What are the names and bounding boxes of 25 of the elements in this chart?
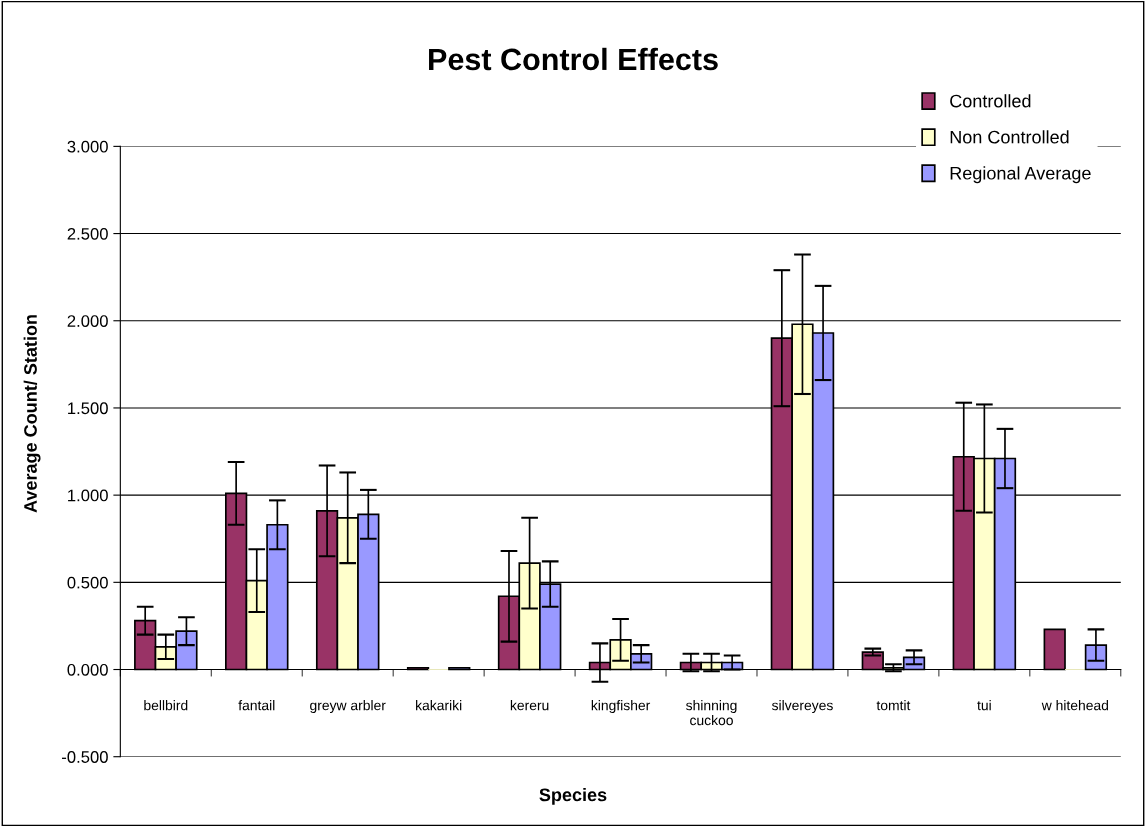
- legend-label: Non Controlled: [950, 130, 1069, 144]
- x-tick-label: fantail: [238, 700, 275, 711]
- x-axis-title: Species: [539, 787, 607, 805]
- x-tick-label: tui: [977, 700, 991, 711]
- x-tick-label: greyw arbler: [310, 700, 386, 714]
- legend-label: Controlled: [950, 94, 1031, 108]
- y-tick-label: 2.500: [67, 227, 108, 240]
- x-tick-label: bellbird: [144, 700, 188, 711]
- y-tick-label: 0.000: [67, 663, 108, 676]
- x-tick-label: kakariki: [416, 700, 462, 711]
- y-tick-label: 1.000: [68, 489, 108, 502]
- x-tick-label: silvereyes: [771, 700, 833, 714]
- x-tick-label: kingfisher: [591, 700, 651, 714]
- y-tick-label: -0.500: [62, 751, 108, 763]
- y-tick-label: 1.500: [68, 402, 108, 415]
- x-tick-label: kereru: [510, 700, 549, 711]
- legend-label: Regional Average: [950, 166, 1091, 184]
- y-tick-label: 2.000: [67, 315, 108, 327]
- x-tick-label: tomtit: [876, 700, 911, 711]
- y-tick-label: 0.500: [67, 576, 108, 589]
- x-tick-label: shinning cuckoo: [686, 700, 737, 726]
- y-tick-label: 3.000: [67, 140, 108, 153]
- y-axis-title: Average Count/ Station: [23, 315, 41, 513]
- chart-title: Pest Control Effects: [429, 47, 718, 71]
- x-tick-label: w hitehead: [1041, 700, 1109, 711]
